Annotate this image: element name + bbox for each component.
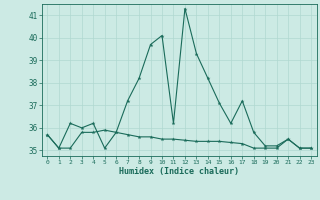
X-axis label: Humidex (Indice chaleur): Humidex (Indice chaleur): [119, 167, 239, 176]
